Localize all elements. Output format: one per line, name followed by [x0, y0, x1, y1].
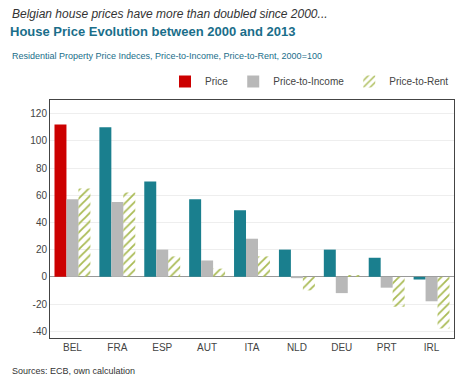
svg-text:DEU: DEU [331, 342, 352, 353]
svg-text:Price-to-Income: Price-to-Income [273, 76, 344, 87]
svg-text:120: 120 [30, 108, 47, 119]
svg-text:FRA: FRA [107, 342, 127, 353]
svg-text:Belgian house prices have more: Belgian house prices have more than doub… [12, 7, 328, 21]
svg-text:ESP: ESP [152, 342, 172, 353]
svg-text:House Price Evolution between: House Price Evolution between 2000 and 2… [10, 24, 295, 39]
svg-text:Price: Price [205, 76, 228, 87]
svg-text:100: 100 [30, 135, 47, 146]
svg-text:Residential Property Price Ind: Residential Property Price Indeces, Pric… [12, 51, 322, 61]
svg-text:IRL: IRL [424, 342, 440, 353]
svg-text:60: 60 [36, 190, 48, 201]
svg-text:20: 20 [36, 244, 48, 255]
svg-text:Price-to-Rent: Price-to-Rent [389, 76, 448, 87]
svg-text:-40: -40 [33, 326, 48, 337]
svg-text:-20: -20 [33, 299, 48, 310]
svg-text:Sources: ECB, own calculation: Sources: ECB, own calculation [12, 366, 135, 376]
svg-text:ITA: ITA [245, 342, 260, 353]
svg-text:PRT: PRT [377, 342, 397, 353]
svg-text:0: 0 [41, 271, 47, 282]
svg-text:AUT: AUT [197, 342, 217, 353]
svg-text:BEL: BEL [63, 342, 82, 353]
svg-text:80: 80 [36, 163, 48, 174]
svg-text:40: 40 [36, 217, 48, 228]
svg-text:NLD: NLD [287, 342, 307, 353]
